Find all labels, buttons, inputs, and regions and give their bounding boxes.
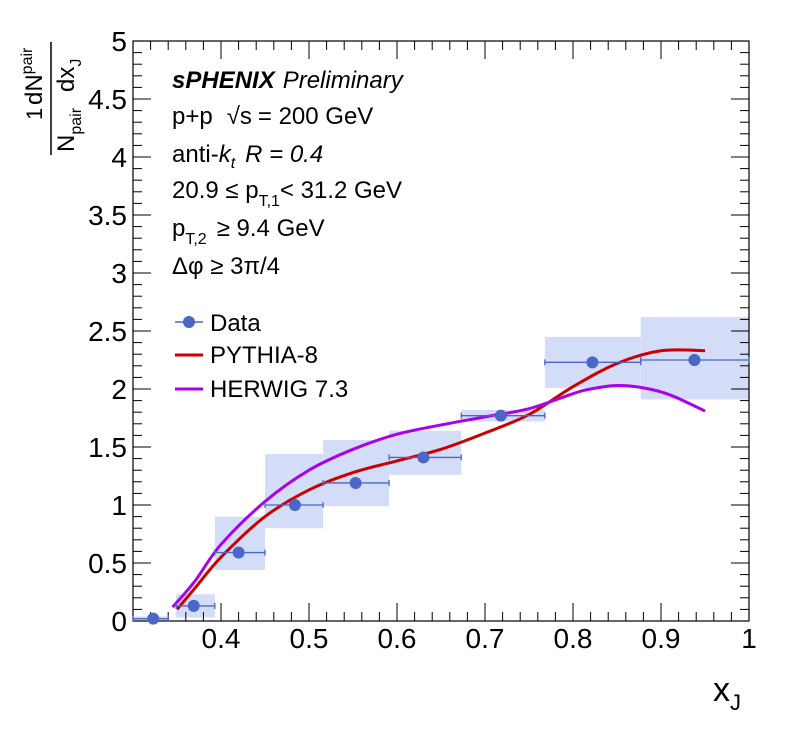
delta-phi-cut-label: Δφ ≥ 3π/4 — [172, 253, 280, 280]
y-label-dx: dxJ — [53, 59, 85, 92]
y-tick-label: 1.5 — [88, 432, 127, 463]
y-tick-label: 0.5 — [88, 548, 127, 579]
herwig-curve — [171, 384, 706, 609]
data-point-2 — [232, 546, 245, 559]
x-tick-label: 0.4 — [202, 623, 241, 654]
data-points — [132, 354, 750, 625]
legend: Data PYTHIA-8 HERWIG 7.3 — [175, 310, 348, 403]
y-tick-label: 0 — [111, 606, 127, 637]
y-tick-labels: 0 0.5 1 1.5 2 2.5 3 3.5 4 4.5 5 — [88, 26, 127, 637]
y-tick-label: 2 — [111, 374, 127, 405]
legend-herwig-entry: HERWIG 7.3 — [175, 376, 348, 403]
data-point-6 — [494, 409, 507, 422]
x-tick-label: 0.8 — [554, 623, 593, 654]
leading-pt-cut-label: 20.9 ≤ pT,1< 31.2 GeV — [172, 177, 402, 210]
legend-herwig-label: HERWIG 7.3 — [210, 376, 348, 403]
data-point-8 — [688, 354, 701, 366]
axis-ticks — [132, 40, 750, 622]
y-tick-label: 5 — [111, 26, 127, 57]
legend-pythia-entry: PYTHIA-8 — [175, 342, 318, 369]
x-tick-labels: 0.4 0.5 0.6 0.7 0.8 0.9 1 — [202, 623, 757, 654]
annotation-block: sPHENIX Preliminary p+p √s = 200 GeV anti-k… — [172, 67, 405, 280]
data-point-0 — [147, 612, 160, 625]
data-point-5 — [417, 451, 430, 464]
y-tick-label: 1 — [111, 490, 127, 521]
y-tick-label: 2.5 — [88, 316, 127, 347]
subleading-pt-cut-label: pT,2 ≥ 9.4 GeV — [172, 215, 325, 248]
x-tick-label: 0.7 — [466, 623, 505, 654]
x-axis-label: xJ — [713, 671, 741, 715]
y-label-denominator: Npair — [53, 107, 85, 152]
data-point-3 — [288, 499, 301, 511]
collision-system-label: p+p √s = 200 GeV — [172, 103, 373, 130]
legend-data-label: Data — [210, 310, 261, 337]
x-tick-label: 1 — [741, 623, 757, 654]
y-label-numerator: dNpair — [19, 47, 48, 105]
x-tick-label: 0.9 — [642, 623, 681, 654]
data-point-1 — [187, 599, 200, 612]
x-tick-label: 0.6 — [378, 623, 417, 654]
x-tick-label: 0.5 — [290, 623, 329, 654]
y-tick-label: 4.5 — [88, 84, 127, 115]
y-label-one: 1 — [22, 108, 47, 120]
y-tick-label: 3.5 — [88, 200, 127, 231]
jet-algorithm-label: anti-kt R = 0.4 — [172, 141, 323, 172]
legend-pythia-label: PYTHIA-8 — [210, 342, 318, 369]
legend-data-marker — [183, 316, 195, 328]
data-point-7 — [586, 356, 599, 369]
y-tick-label: 4 — [111, 142, 127, 173]
sys-box-3 — [265, 453, 324, 529]
legend-data-entry: Data — [175, 310, 261, 337]
y-tick-label: 3 — [111, 258, 127, 289]
x-axis-label-sub: J — [730, 690, 741, 715]
y-axis-label: 1 Npair dNpair dxJ — [19, 42, 85, 155]
experiment-label: sPHENIX Preliminary — [172, 67, 405, 94]
data-point-4 — [349, 476, 362, 489]
